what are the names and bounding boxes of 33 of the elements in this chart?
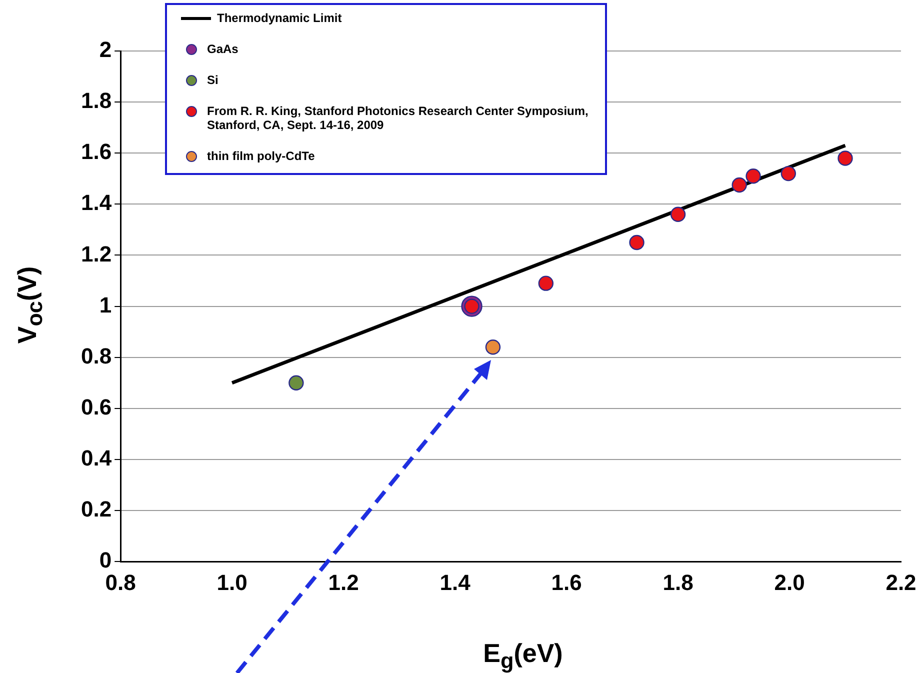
y-tick-label: 0.4 xyxy=(80,446,112,471)
legend-label: thin film poly-CdTe xyxy=(207,149,315,163)
x-tick-label: 1.8 xyxy=(662,570,694,595)
point xyxy=(288,375,304,390)
point xyxy=(538,276,554,291)
point xyxy=(670,206,686,222)
x-tick-label: 1.0 xyxy=(216,570,248,595)
point xyxy=(485,340,501,355)
point xyxy=(732,177,747,193)
y-tick-label: 0.6 xyxy=(80,394,112,420)
x-tick-label: 1.2 xyxy=(328,570,359,595)
point xyxy=(629,234,644,250)
y-tick-label: 0 xyxy=(99,548,112,573)
legend-label: GaAs xyxy=(207,42,238,56)
y-tick-label: 1.8 xyxy=(80,88,112,114)
y-tick-label: 1.4 xyxy=(80,190,112,216)
point xyxy=(746,168,761,184)
legend-label: Si xyxy=(207,73,218,87)
y-tick-label: 2 xyxy=(99,37,112,62)
y-tick-label: 0.8 xyxy=(80,343,112,368)
legend-label: From R. R. King, Stanford Photonics Research Center Symposium, Stanford, CA, Sept. 14-16, 2009 xyxy=(207,104,590,132)
y-tick-label: 1.6 xyxy=(80,139,112,164)
x-tick-label: 1.6 xyxy=(551,570,582,595)
point xyxy=(780,166,796,182)
x-axis-title: E$_{g}$(eV) xyxy=(483,638,563,673)
y-tick-label: 1 xyxy=(99,292,112,318)
y-tick-label: 0.2 xyxy=(80,496,112,522)
x-tick-label: 2.2 xyxy=(886,570,916,595)
y-tick-label: 1.2 xyxy=(80,241,112,266)
x-tick-label: 2.0 xyxy=(774,570,805,595)
x-tick-label: 1.4 xyxy=(440,570,472,595)
legend-label: Thermodynamic Limit xyxy=(217,11,342,25)
point xyxy=(838,150,853,166)
